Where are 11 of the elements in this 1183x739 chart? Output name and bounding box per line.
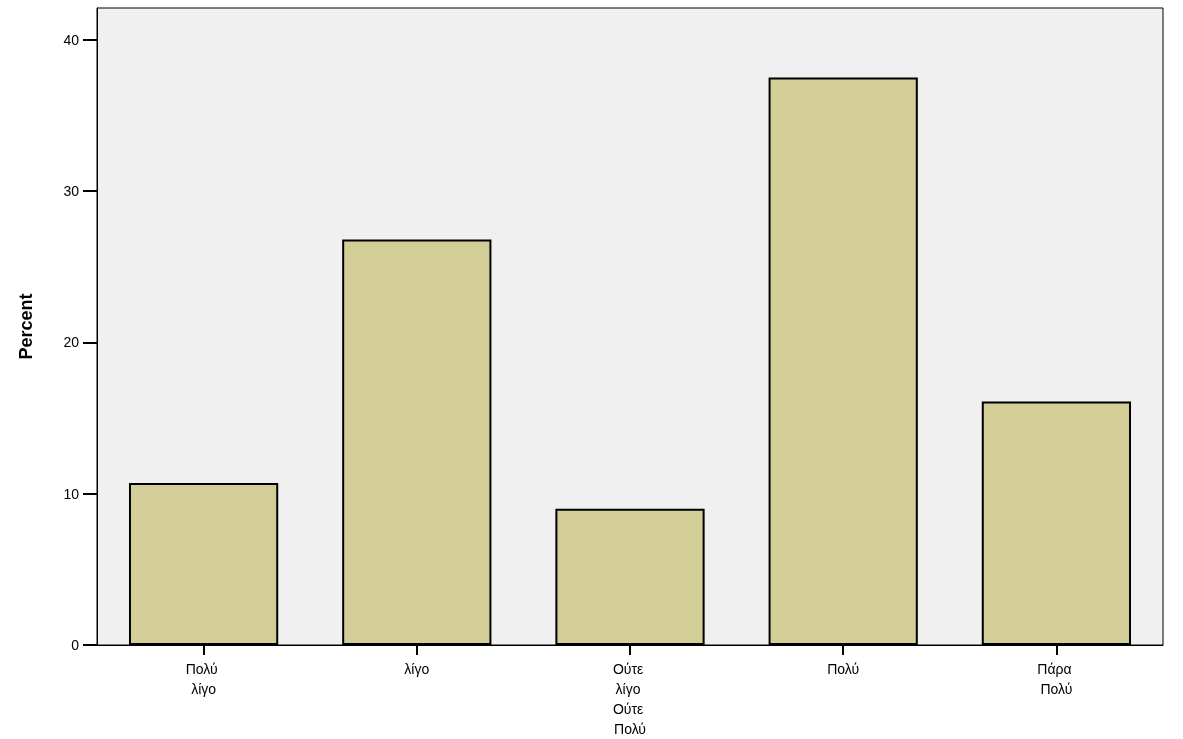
y-axis-title: Percent <box>16 293 36 360</box>
y-tick-label: 30 <box>63 183 80 200</box>
x-tick-label: λίγο <box>404 661 430 677</box>
y-tick-label: 40 <box>63 31 80 48</box>
y-tick-label: 10 <box>63 485 80 502</box>
x-tick-label: Πάρα Πολύ <box>1037 661 1076 697</box>
y-tick-label: 0 <box>71 637 80 653</box>
x-tick-label: Πολύ λίγο <box>185 661 222 697</box>
x-tick-label: Ούτε λίγο Ούτε Πολύ <box>612 661 648 737</box>
x-tick-label: Πολύ <box>827 661 860 677</box>
y-tick-label: 20 <box>63 334 80 351</box>
